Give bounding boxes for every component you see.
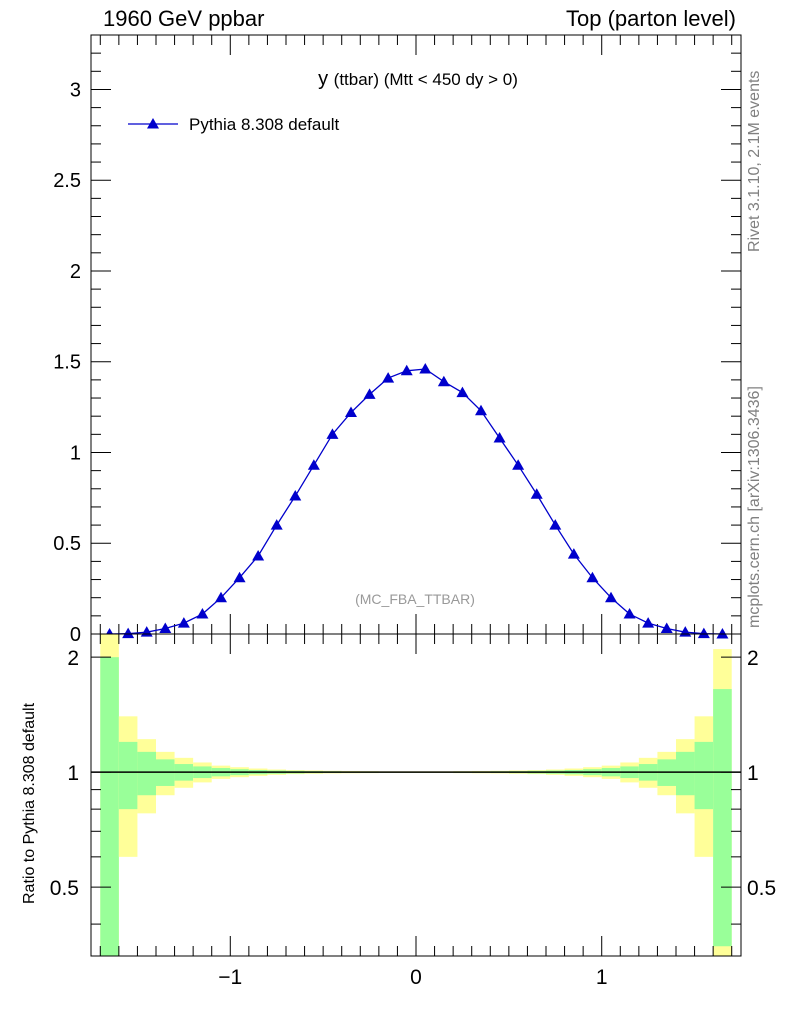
series-marker: [159, 622, 172, 634]
series-marker: [400, 364, 413, 376]
y-tick-label: 2: [70, 261, 81, 283]
y-tick-label: 0.5: [53, 533, 81, 555]
ratio-inner-band: [137, 751, 156, 796]
x-tick-label: 0: [410, 966, 422, 989]
main-ticks: [91, 34, 741, 635]
analysis-watermark: (MC_FBA_TTBAR): [355, 591, 475, 607]
y-tick-label: 1.5: [53, 352, 81, 374]
series-marker: [716, 628, 729, 639]
mcplots-label: mcplots.cern.ch [arXiv:1306.3436]: [746, 386, 763, 628]
series-marker: [530, 488, 543, 499]
series-marker: [512, 459, 525, 470]
series-marker: [419, 362, 432, 374]
ratio-inner-band: [694, 741, 714, 810]
series-marker: [233, 571, 246, 583]
series-marker: [567, 548, 580, 559]
series-marker: [586, 571, 599, 583]
legend: Pythia 8.308 default: [128, 115, 340, 134]
ratio-inner-band: [100, 657, 119, 956]
ratio-y-tick-label-right: 0.5: [747, 877, 776, 900]
y-tick-label: 2.5: [53, 170, 81, 192]
ratio-y-tick-label: 0.5: [50, 877, 79, 900]
series-marker: [456, 386, 469, 398]
series-marker: [215, 591, 227, 603]
series-marker: [642, 617, 655, 628]
series-marker: [270, 519, 283, 530]
series-marker: [493, 431, 506, 443]
ratio-y-tick-label-right: 1: [747, 762, 759, 785]
series-marker: [697, 627, 710, 639]
ratio-ticks: [91, 634, 741, 956]
plot-title-main: y: [318, 68, 334, 90]
ratio-y-tick-label: 1: [67, 762, 79, 785]
series-marker: [252, 549, 265, 561]
series-marker: [122, 627, 135, 639]
series-marker: [289, 490, 302, 501]
plot-title-rest: (ttbar) (Mtt < 450 dy > 0): [334, 70, 518, 89]
series-line: [109, 368, 723, 635]
series-marker: [549, 519, 562, 530]
series-marker: [196, 608, 209, 619]
x-tick-label: 1: [596, 966, 608, 989]
ratio-inner-band: [676, 751, 695, 796]
y-tick-label: 3: [70, 79, 81, 101]
series-marker: [345, 406, 357, 418]
series-marker: [660, 622, 673, 634]
x-tick-label: −1: [218, 966, 242, 989]
plot-title: y (ttbar) (Mtt < 450 dy > 0): [318, 68, 518, 90]
header-right: Top (parton level): [566, 6, 736, 31]
series-marker: [623, 608, 636, 619]
series-marker: [437, 375, 450, 387]
y-tick-label: 1: [70, 442, 81, 464]
series-marker: [475, 404, 487, 416]
ratio-frame: [90, 633, 742, 957]
ratio-y-tick-label-right: 2: [747, 647, 759, 670]
y-tick-label: 0: [70, 624, 81, 646]
series-marker: [177, 617, 190, 628]
main-panel: 0 0.5 1 1.5 2 2.5 3 y (ttbar) (Mtt < 450 dy > 0…: [53, 34, 742, 646]
rivet-label: Rivet 3.1.10, 2.1M events: [746, 70, 763, 252]
ratio-y-tick-label: 2: [67, 647, 79, 670]
ratio-bands: [100, 634, 732, 956]
header-left: 1960 GeV ppbar: [103, 6, 265, 31]
ratio-inner-band: [713, 689, 732, 947]
legend-marker: [147, 118, 159, 129]
series-marker: [382, 372, 395, 383]
ratio-panel: 0.5 0.5 1 1 2 2 −1 0 1: [50, 633, 776, 989]
series-marker: [307, 459, 320, 470]
ratio-y-axis-label: Ratio to Pythia 8.308 default: [21, 702, 38, 904]
legend-label: Pythia 8.308 default: [189, 115, 340, 134]
series-marker: [326, 428, 339, 439]
series-marker: [363, 388, 376, 399]
series-marker: [605, 591, 617, 603]
ratio-inner-band: [118, 741, 138, 810]
